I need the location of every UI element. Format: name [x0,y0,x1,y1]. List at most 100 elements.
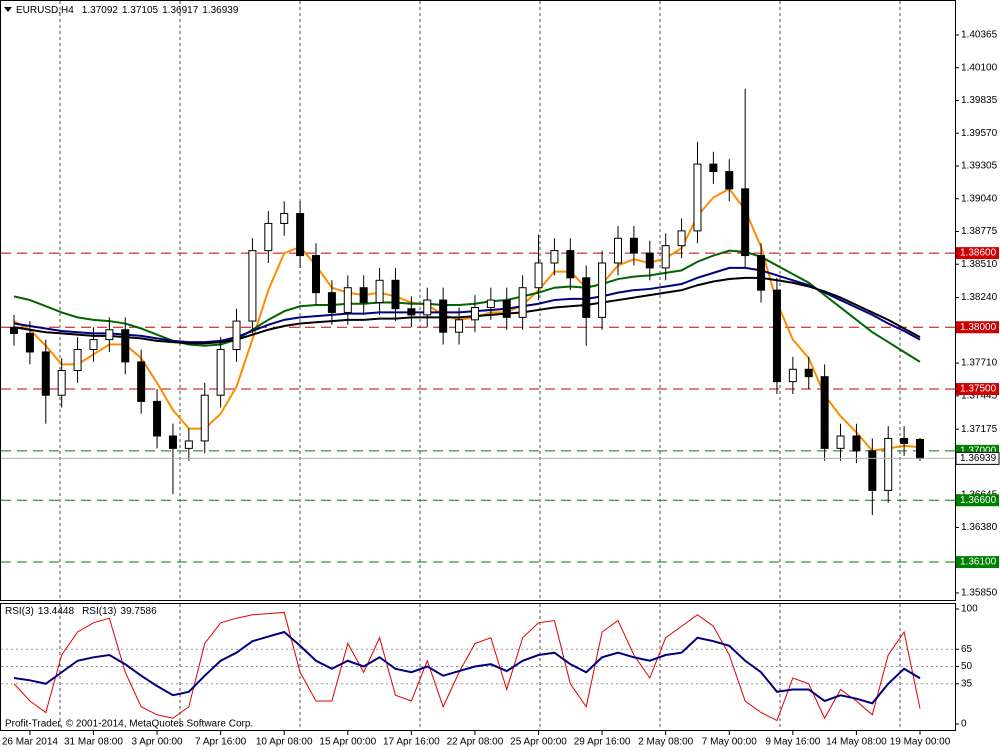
level-label: 1.36100 [960,557,997,568]
candle-body [725,171,734,190]
x-tick-label: 15 Apr 00:00 [319,737,376,748]
rsi-name: RSI(3) [5,606,34,617]
candle-body [629,237,638,254]
level-label: 1.36600 [960,495,997,506]
candle-body [741,188,750,257]
rsi-tick-label: 65 [961,644,973,655]
candle-body [518,287,527,318]
candle-body [89,339,98,350]
copyright: Profit-Trader, © 2001-2014, MetaQuotes S… [5,719,253,730]
ohlc-open: 1.37092 [82,5,119,16]
candle-body [502,299,511,318]
candle-body [455,319,464,333]
rsi-tick-label: 35 [961,678,973,689]
x-tick-label: 10 Apr 08:00 [256,737,313,748]
candle-body [200,394,209,442]
candle-body [248,250,257,322]
y-tick-label: 1.39835 [961,95,998,106]
x-tick-label: 3 Apr 00:00 [131,737,183,748]
rsi-tick-label: 100 [961,604,978,615]
rsi-line [13,611,921,722]
main-panel [0,0,956,601]
rsi-tick-label: 0 [961,719,967,730]
rsi-header: RSI(3) 13.4448 RSI(13) 39.7586 [5,606,157,617]
y-tick-label: 1.39305 [961,161,998,172]
level-box [956,247,999,260]
y-tick-label: 1.39040 [961,193,998,204]
candle-body [900,437,909,444]
candle-body [121,329,130,363]
candle-body [566,250,575,279]
x-tick-label: 2 May 08:00 [638,737,693,748]
y-tick-label: 1.38775 [961,226,998,237]
candle-body [168,435,177,449]
y-tick-label: 1.40365 [961,30,998,41]
rsi-line [13,630,921,705]
y-tick-label: 1.37445 [961,390,998,401]
candle-body [598,262,607,318]
candle-body [359,287,368,304]
candle-body [804,368,813,378]
x-tick-label: 29 Apr 16:00 [574,737,631,748]
candle-body [614,237,622,264]
rsi-tick-label: 50 [961,661,973,672]
level-box [956,321,999,334]
y-tick-label: 1.39570 [961,128,998,139]
x-tick-label: 25 Apr 00:00 [510,737,567,748]
level-box [956,556,999,569]
candle-body [534,262,543,289]
candle-body [439,299,448,333]
candle-body [184,440,193,449]
candle-body [645,252,654,269]
ohlc-close: 1.36939 [202,5,239,16]
candle-body [312,255,320,294]
moving-average [13,187,921,452]
candle-body [232,320,241,350]
level-label: 1.38600 [960,248,997,259]
candle-body [677,230,686,247]
candle-body [916,438,924,459]
candle-body [582,277,591,318]
candle-body [709,163,718,173]
candle-body [423,299,432,316]
y-tick-label: 1.37175 [961,424,998,435]
y-tick-label: 1.35850 [961,588,998,599]
candle-body [470,306,479,321]
x-tick-label: 19 May 00:00 [890,737,951,748]
level-label: 1.38000 [960,322,997,333]
moving-average [13,276,921,345]
candle-body [820,376,829,449]
rsi-value: 39.7586 [121,606,158,617]
candle-body [550,250,559,264]
candle-body [375,279,384,304]
rsi-value: 13.4448 [38,606,75,617]
candle-body [327,292,336,313]
candle-body [661,245,670,269]
candle-body [852,435,861,452]
rsi-name: RSI(13) [82,606,116,617]
y-tick-label: 1.38510 [961,259,998,270]
x-tick-label: 22 Apr 08:00 [447,737,504,748]
candle-body [137,361,146,402]
candle-body [693,163,702,232]
candle-body [216,348,225,396]
level-label: 1.37000 [960,445,997,456]
chart-header: EURUSD,H4 1.37092 1.37105 1.36917 1.36939 [16,5,239,16]
candle-body [25,332,34,353]
candle-body [772,289,781,383]
level-label: 1.37500 [960,384,997,395]
y-tick-label: 1.38240 [961,292,998,303]
menu-arrow[interactable] [4,7,12,12]
candle-body [757,255,766,291]
y-tick-label: 1.40100 [961,62,998,73]
candle-body [884,437,893,491]
ohlc-high: 1.37105 [122,5,159,16]
x-tick-label: 31 Mar 08:00 [64,737,123,748]
moving-average [13,249,921,363]
candle-body [57,370,66,396]
candle-body [486,299,495,308]
candle-body [407,308,416,316]
candle-body [280,213,289,224]
moving-average [13,266,921,344]
